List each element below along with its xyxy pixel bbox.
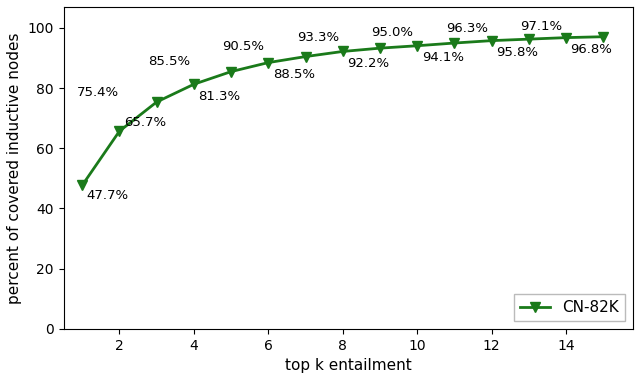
Text: 94.1%: 94.1% bbox=[422, 51, 463, 64]
Text: 97.1%: 97.1% bbox=[520, 20, 563, 33]
CN-82K bbox=[153, 100, 161, 104]
CN-82K bbox=[227, 69, 235, 74]
Text: 96.8%: 96.8% bbox=[570, 43, 612, 56]
CN-82K bbox=[488, 38, 495, 43]
CN-82K bbox=[413, 43, 421, 48]
CN-82K bbox=[451, 41, 458, 45]
X-axis label: top k entailment: top k entailment bbox=[285, 358, 412, 373]
CN-82K bbox=[116, 129, 124, 133]
Text: 81.3%: 81.3% bbox=[198, 90, 241, 103]
CN-82K bbox=[264, 60, 272, 65]
Text: 85.5%: 85.5% bbox=[148, 55, 190, 68]
Text: 65.7%: 65.7% bbox=[124, 116, 166, 129]
Text: 47.7%: 47.7% bbox=[86, 189, 129, 202]
Text: 88.5%: 88.5% bbox=[273, 68, 315, 81]
Text: 95.0%: 95.0% bbox=[371, 26, 413, 39]
Line: CN-82K: CN-82K bbox=[77, 32, 608, 190]
CN-82K bbox=[525, 37, 532, 41]
Text: 90.5%: 90.5% bbox=[223, 40, 264, 52]
CN-82K bbox=[376, 46, 384, 51]
Y-axis label: percent of covered inductive nodes: percent of covered inductive nodes bbox=[7, 32, 22, 304]
CN-82K bbox=[339, 49, 347, 54]
CN-82K bbox=[600, 35, 607, 39]
CN-82K bbox=[190, 82, 198, 87]
Text: 92.2%: 92.2% bbox=[348, 57, 389, 70]
CN-82K bbox=[562, 35, 570, 40]
CN-82K bbox=[78, 183, 86, 188]
Legend: CN-82K: CN-82K bbox=[514, 294, 625, 321]
Text: 96.3%: 96.3% bbox=[446, 22, 488, 35]
Text: 95.8%: 95.8% bbox=[496, 46, 538, 59]
Text: 93.3%: 93.3% bbox=[297, 31, 339, 44]
CN-82K bbox=[301, 54, 309, 59]
Text: 75.4%: 75.4% bbox=[77, 87, 120, 100]
